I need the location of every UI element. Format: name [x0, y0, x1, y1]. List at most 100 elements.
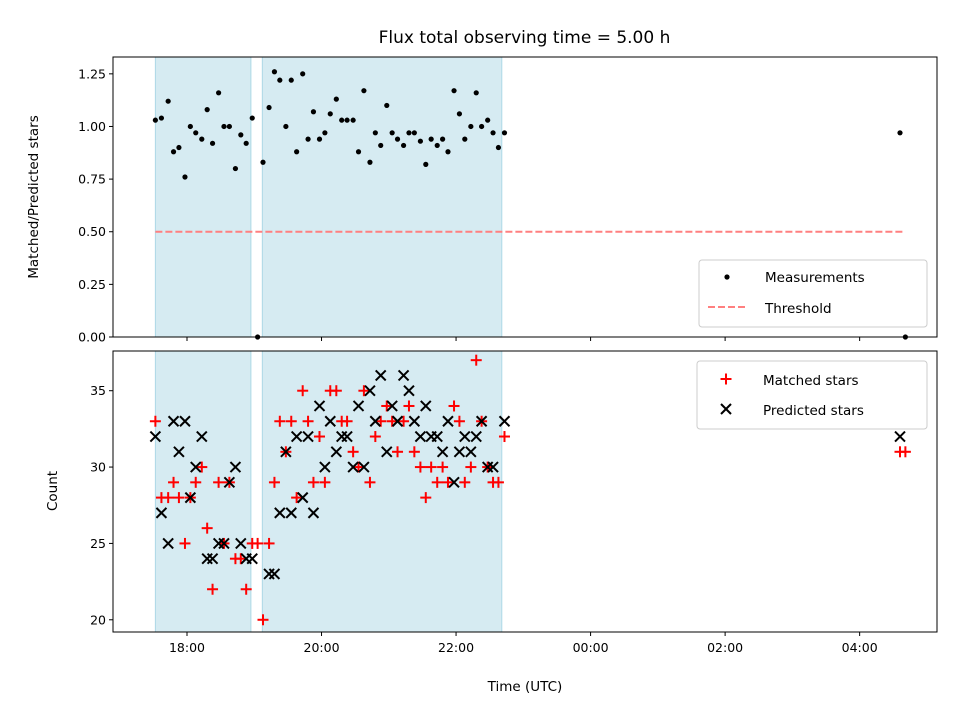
- predicted-stars-point: [386, 400, 398, 412]
- predicted-stars-point: [391, 415, 404, 427]
- matched-stars-point: [408, 446, 420, 458]
- matched-stars-point: [431, 476, 443, 488]
- predicted-stars-point: [296, 491, 309, 504]
- chart-title: Flux total observing time = 5.00 h: [379, 28, 671, 48]
- predicted-stars-point: [285, 507, 297, 519]
- matched-stars-point: [297, 385, 309, 397]
- measurements-point: [434, 142, 440, 149]
- matched-stars-point: [268, 476, 280, 488]
- matched-stars-point: [442, 476, 454, 488]
- measurements-point: [277, 77, 283, 83]
- matched-stars-point: [201, 522, 213, 534]
- measurements-point: [266, 104, 272, 111]
- y-tick-label: 0.00: [78, 330, 106, 345]
- predicted-stars-point: [369, 415, 382, 427]
- measurements-point: [300, 71, 306, 77]
- matched-stars-point: [398, 415, 410, 427]
- measurements-point: [394, 136, 401, 142]
- predicted-stars-point: [475, 415, 488, 427]
- matched-stars-point: [437, 461, 449, 473]
- measurements-point: [193, 130, 199, 136]
- measurements-point: [372, 130, 378, 136]
- matched-stars-point: [179, 537, 191, 549]
- matched-stars-point: [307, 476, 319, 488]
- measurements-point: [468, 123, 474, 130]
- top-legend-box: [698, 259, 928, 328]
- predicted-stars-point: [459, 430, 471, 443]
- x-tick-label: 20:00: [304, 640, 340, 655]
- legend-matched-label: Matched stars: [763, 373, 859, 389]
- predicted-stars-point: [324, 415, 336, 427]
- matched-stars-point: [498, 431, 510, 443]
- predicted-stars-point: [223, 476, 236, 489]
- measurements-point: [456, 111, 463, 117]
- predicted-stars-point: [190, 461, 202, 473]
- predicted-stars-point: [179, 415, 191, 427]
- matched-stars-point: [459, 476, 471, 488]
- matched-stars-point: [448, 400, 460, 412]
- matched-stars-point: [302, 415, 314, 427]
- predicted-stars-point: [364, 384, 376, 397]
- measurements-point: [417, 138, 424, 144]
- predicted-stars-point: [397, 369, 410, 382]
- predicted-stars-point: [436, 446, 449, 458]
- predicted-stars-point: [235, 537, 247, 550]
- predicted-stars-point: [487, 461, 499, 473]
- matched-stars-point: [899, 446, 911, 458]
- top-shaded-intervals: [154, 56, 503, 338]
- matched-stars-point: [386, 415, 398, 427]
- bottom-x-axis: 18:00 20:00 22:00 00:00 02:00 04:00: [169, 632, 878, 655]
- measurements-point: [199, 136, 205, 142]
- predicted-stars-point: [162, 537, 174, 550]
- matched-stars-point: [347, 446, 359, 458]
- predicted-stars-point: [268, 568, 281, 580]
- top-y-axis-label: Matched/Predicted stars: [26, 115, 42, 278]
- top-y-axis: 0.00 0.25 0.50 0.75 1.00 1.25: [78, 66, 113, 345]
- shaded-interval-0: [154, 350, 252, 633]
- y-tick-label: 1.00: [78, 119, 106, 134]
- predicted-stars-point: [465, 446, 477, 458]
- measurements-point: [485, 117, 491, 123]
- matched-stars-point: [252, 537, 264, 549]
- predicted-stars-point: [894, 430, 906, 443]
- measurements-point: [204, 107, 210, 113]
- matched-stars-point: [369, 431, 381, 443]
- matched-stars-point: [358, 385, 370, 397]
- matched-stars-point: [392, 446, 404, 458]
- matched-stars-point: [341, 415, 353, 427]
- matched-stars-point: [403, 400, 415, 412]
- predicted-stars-point: [196, 430, 208, 443]
- bottom-legend-box: [696, 360, 928, 430]
- measurements-point: [355, 149, 362, 155]
- matched-stars-point: [149, 415, 161, 427]
- measurements-point: [411, 130, 417, 136]
- predicted-stars-point: [352, 400, 365, 412]
- matched-stars-point: [240, 583, 252, 595]
- bottom-y-axis-label: Count: [45, 471, 61, 511]
- matched-stars-point: [414, 461, 426, 473]
- measurements-point: [479, 123, 485, 130]
- shaded-interval-1: [261, 350, 503, 633]
- predicted-stars-point: [498, 415, 511, 427]
- matched-stars-point: [257, 614, 269, 626]
- measurements-point: [333, 96, 339, 102]
- measurements-point: [216, 90, 222, 96]
- predicted-stars-point: [347, 461, 359, 473]
- measurements-point: [451, 88, 457, 94]
- measurements-point: [271, 69, 278, 75]
- x-tick-label: 04:00: [842, 640, 878, 655]
- measurements-point: [344, 117, 350, 123]
- y-tick-label: 35: [90, 383, 106, 398]
- shaded-interval-0: [154, 56, 252, 338]
- matched-stars-point: [425, 461, 437, 473]
- bottom-legend: Matched stars Predicted stars: [696, 360, 928, 430]
- measurements-point: [378, 142, 384, 149]
- measurements-point: [350, 117, 356, 123]
- predicted-stars-point: [302, 430, 314, 443]
- predicted-stars-point: [206, 552, 219, 565]
- matched-stars-point: [168, 476, 180, 488]
- y-tick-label: 30: [90, 460, 106, 475]
- matched-stars-point: [235, 553, 247, 565]
- measurements-point: [305, 136, 311, 142]
